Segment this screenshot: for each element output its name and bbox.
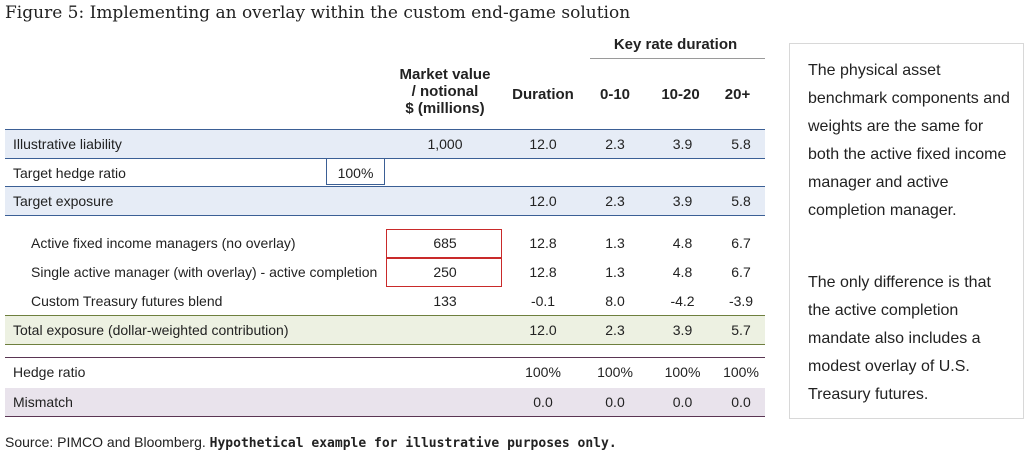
cell-krd-10-20: 4.8 xyxy=(672,264,693,280)
cell-krd-20plus: 0.0 xyxy=(731,394,751,410)
header-krd-10-20: 10-20 xyxy=(661,86,700,103)
key-rate-duration-header: Key rate duration xyxy=(613,36,738,53)
cell-market-value: 133 xyxy=(433,293,457,309)
key-rate-duration-underline xyxy=(590,58,765,59)
sidebar-paragraph-2: The only difference is that the active c… xyxy=(808,274,991,403)
cell-krd-0-10: 8.0 xyxy=(605,293,625,309)
row-divider xyxy=(5,357,765,358)
source-note: Source: PIMCO and Bloomberg. Hypothetica… xyxy=(5,434,617,451)
table-row-single-active-manager: Single active manager (with overlay) - a… xyxy=(5,258,765,286)
cell-duration: 12.0 xyxy=(529,136,557,152)
cell-krd-10-20: 100% xyxy=(664,364,701,380)
cell-krd-0-10: 2.3 xyxy=(605,193,625,209)
row-label: Total exposure (dollar-weighted contribu… xyxy=(13,322,289,338)
source-disclaimer: Hypothetical example for illustrative pu… xyxy=(209,436,617,451)
row-divider xyxy=(5,158,765,159)
header-krd-20plus: 20+ xyxy=(724,86,751,103)
table-row-mismatch: Mismatch 0.0 0.0 0.0 0.0 xyxy=(5,388,765,416)
cell-market-value: 250 xyxy=(433,264,457,280)
cell-duration: 0.0 xyxy=(533,394,553,410)
cell-krd-20plus: -3.9 xyxy=(728,293,754,309)
cell-duration: 12.0 xyxy=(529,322,557,338)
row-divider xyxy=(5,315,765,316)
row-label: Active fixed income managers (no overlay… xyxy=(31,235,296,251)
header-market-value-line3: $ (millions) xyxy=(405,100,485,117)
table-row-treasury-futures-blend: Custom Treasury futures blend 133 -0.1 8… xyxy=(5,287,765,315)
cell-krd-10-20: 4.8 xyxy=(672,235,693,251)
cell-duration: 12.8 xyxy=(529,235,557,251)
cell-duration: 12.0 xyxy=(529,193,557,209)
cell-krd-10-20: 0.0 xyxy=(672,394,693,410)
row-label: Mismatch xyxy=(13,394,73,410)
row-divider xyxy=(5,344,765,345)
cell-duration: -0.1 xyxy=(530,293,556,309)
header-divider xyxy=(5,129,765,130)
header-duration: Duration xyxy=(512,86,574,103)
cell-market-value: 1,000 xyxy=(427,136,463,152)
cell-krd-10-20: -4.2 xyxy=(670,293,695,309)
table-row-active-fixed-income: Active fixed income managers (no overlay… xyxy=(5,229,765,257)
table-row-hedge-ratio: Hedge ratio 100% 100% 100% 100% xyxy=(5,358,765,386)
cell-krd-20plus: 100% xyxy=(723,364,759,380)
cell-krd-0-10: 2.3 xyxy=(605,322,625,338)
row-label: Hedge ratio xyxy=(13,364,86,380)
header-krd-0-10: 0-10 xyxy=(599,86,631,103)
table-row-target-exposure: Target exposure 12.0 2.3 3.9 5.8 xyxy=(5,187,765,215)
cell-krd-10-20: 3.9 xyxy=(672,322,693,338)
cell-krd-20plus: 6.7 xyxy=(731,264,751,280)
sidebar-callout: The physical asset benchmark components … xyxy=(789,43,1024,419)
cell-duration: 100% xyxy=(525,364,561,380)
highlight-box-685 xyxy=(386,229,502,258)
row-divider xyxy=(5,416,765,417)
cell-krd-0-10: 1.3 xyxy=(605,235,625,251)
cell-krd-20plus: 5.8 xyxy=(731,136,751,152)
row-label: Custom Treasury futures blend xyxy=(31,293,223,309)
cell-duration: 12.8 xyxy=(529,264,557,280)
figure-title: Figure 5: Implementing an overlay within… xyxy=(5,3,631,23)
sidebar-paragraph-1: The physical asset benchmark components … xyxy=(808,62,1010,219)
header-market-value: Market value / notional $ (millions) xyxy=(390,66,500,117)
cell-krd-20plus: 5.7 xyxy=(731,322,751,338)
row-divider xyxy=(5,215,765,216)
cell-market-value: 685 xyxy=(433,235,457,251)
cell-krd-20plus: 5.8 xyxy=(731,193,751,209)
header-market-value-line1: Market value xyxy=(399,66,491,83)
table-row-total-exposure: Total exposure (dollar-weighted contribu… xyxy=(5,316,765,344)
target-hedge-ratio-box: 100% xyxy=(326,158,385,185)
highlight-box-250 xyxy=(386,258,502,287)
cell-krd-0-10: 2.3 xyxy=(605,136,625,152)
cell-krd-0-10: 0.0 xyxy=(605,394,625,410)
table-row-target-hedge-ratio: Target hedge ratio xyxy=(5,159,765,187)
header-market-value-line2: / notional xyxy=(411,83,479,100)
row-label: Single active manager (with overlay) - a… xyxy=(31,264,378,280)
cell-krd-20plus: 6.7 xyxy=(731,235,751,251)
cell-krd-0-10: 1.3 xyxy=(605,264,625,280)
row-label: Illustrative liability xyxy=(13,136,122,152)
cell-krd-0-10: 100% xyxy=(597,364,633,380)
row-label: Target hedge ratio xyxy=(13,165,126,181)
source-prefix: Source: PIMCO and Bloomberg. xyxy=(5,434,210,450)
cell-krd-10-20: 3.9 xyxy=(672,193,693,209)
row-label: Target exposure xyxy=(13,193,114,209)
table-row-illustrative-liability: Illustrative liability 1,000 12.0 2.3 3.… xyxy=(5,130,765,158)
cell-krd-10-20: 3.9 xyxy=(672,136,693,152)
target-hedge-ratio-value: 100% xyxy=(337,165,374,181)
row-divider xyxy=(5,186,765,187)
